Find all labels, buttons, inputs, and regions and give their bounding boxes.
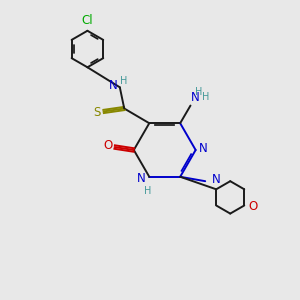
Text: N: N: [191, 91, 200, 104]
Text: H: H: [144, 186, 152, 196]
Text: O: O: [249, 200, 258, 214]
Text: S: S: [93, 106, 101, 119]
Text: N: N: [137, 172, 146, 185]
Text: O: O: [103, 139, 112, 152]
Text: H: H: [202, 92, 209, 102]
Text: H: H: [120, 76, 128, 86]
Text: Cl: Cl: [81, 14, 93, 27]
Text: N: N: [199, 142, 208, 155]
Text: H: H: [195, 87, 202, 97]
Text: N: N: [109, 79, 118, 92]
Text: N: N: [212, 173, 220, 186]
